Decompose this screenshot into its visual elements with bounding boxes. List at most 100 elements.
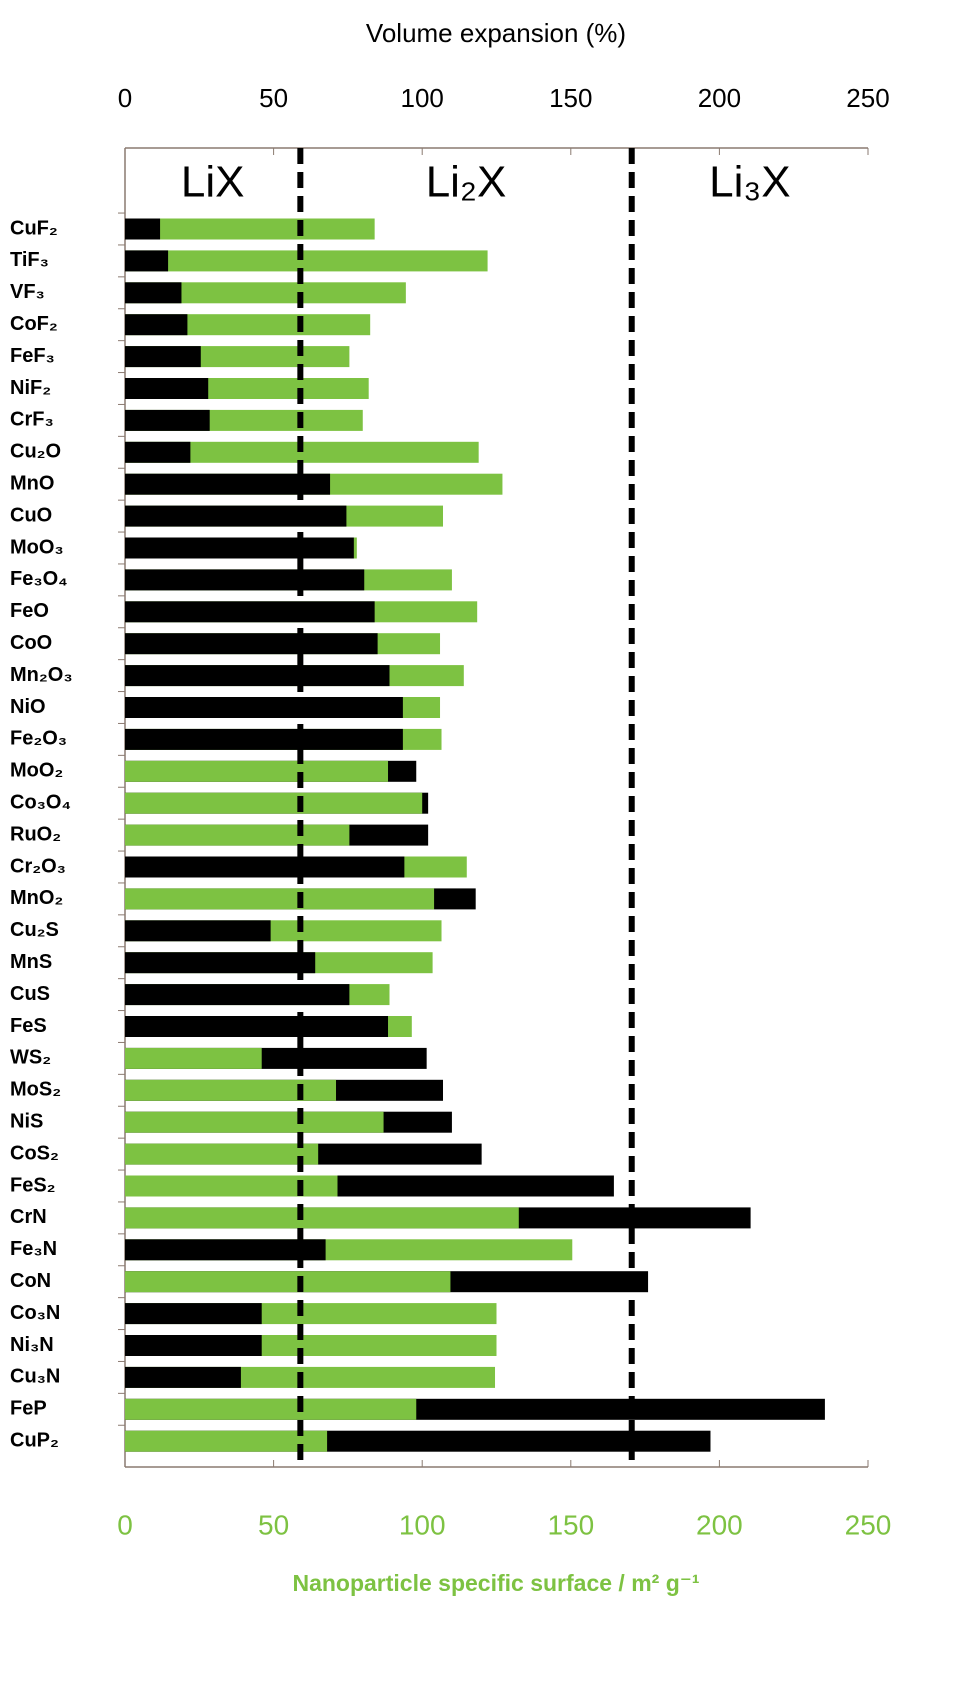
category-label: Cu₂S: [10, 919, 59, 941]
top-tick-label: 0: [118, 83, 132, 113]
bar: [125, 728, 403, 750]
bar: [125, 1398, 417, 1420]
bar: [125, 250, 169, 272]
bar: [125, 1271, 451, 1293]
category-label: CuF₂: [10, 217, 58, 239]
category-label: CoN: [10, 1270, 51, 1292]
category-label: FeO: [10, 600, 49, 622]
bar: [125, 824, 350, 846]
bar: [125, 1143, 319, 1165]
bar: [125, 1079, 337, 1101]
category-label: FeF₃: [10, 345, 55, 367]
bar: [125, 537, 354, 559]
top-tick-label: 150: [549, 83, 592, 113]
category-label: MnO₂: [10, 887, 63, 909]
bar: [125, 346, 201, 368]
category-label: MoO₃: [10, 536, 64, 558]
category-label: CuS: [10, 983, 50, 1005]
bar: [125, 1303, 262, 1325]
category-label: CoF₂: [10, 313, 58, 335]
bar: [125, 1335, 262, 1356]
bar: [125, 920, 271, 942]
bottom-tick-label: 250: [845, 1509, 892, 1540]
bar: [125, 1175, 338, 1197]
bar: [125, 218, 161, 240]
top-axis-title: Volume expansion (%): [366, 18, 626, 48]
bottom-tick-label: 150: [547, 1509, 594, 1540]
category-label: Cu₂O: [10, 441, 61, 463]
bar: [125, 250, 488, 272]
bar: [125, 601, 375, 623]
category-label: Mn₂O₃: [10, 664, 73, 686]
bottom-tick-label: 100: [399, 1509, 446, 1540]
bar: [125, 378, 209, 399]
category-label: CuP₂: [10, 1429, 59, 1451]
bottom-tick-label: 50: [258, 1509, 289, 1540]
category-label: MnS: [10, 951, 52, 973]
bar: [125, 505, 347, 527]
bar: [125, 1430, 328, 1452]
bar: [125, 1207, 519, 1229]
category-label: VF₃: [10, 281, 45, 303]
category-label: FeS₂: [10, 1174, 56, 1196]
bar: [125, 760, 389, 782]
category-label: CoS₂: [10, 1142, 59, 1164]
bar: [125, 441, 191, 463]
top-tick-label: 200: [698, 83, 741, 113]
category-label: NiO: [10, 696, 46, 718]
category-label: TiF₃: [10, 249, 49, 271]
category-label: CrN: [10, 1206, 47, 1228]
top-tick-label: 250: [846, 83, 889, 113]
category-label: Fe₃N: [10, 1238, 57, 1260]
bar: [125, 984, 350, 1006]
bar: [125, 473, 331, 495]
category-label: Fe₃O₄: [10, 568, 68, 590]
category-label: CuO: [10, 504, 52, 526]
bar: [125, 314, 188, 336]
category-label: MoO₂: [10, 760, 63, 782]
category-label: NiF₂: [10, 377, 51, 399]
category-label: Ni₃N: [10, 1334, 54, 1356]
bar: [125, 697, 403, 718]
bar: [125, 1047, 262, 1069]
bar: [125, 441, 479, 463]
bar: [125, 1111, 384, 1133]
bar: [125, 888, 435, 910]
category-label: Cr₂O₃: [10, 855, 66, 877]
bottom-tick-label: 200: [696, 1509, 743, 1540]
region-label: LiX: [181, 158, 245, 207]
bar: [125, 569, 365, 591]
bar: [125, 792, 423, 814]
region-label: Li₃X: [709, 158, 791, 207]
bar: [125, 1016, 389, 1037]
category-label: FeS: [10, 1015, 47, 1037]
bar: [125, 856, 405, 878]
category-label: NiS: [10, 1110, 43, 1132]
region-label: Li₂X: [426, 158, 507, 207]
bar: [125, 952, 316, 974]
bottom-axis-title: Nanoparticle specific surface / m² g⁻¹: [292, 1570, 699, 1596]
category-label: Fe₂O₃: [10, 728, 67, 750]
category-label: MoS₂: [10, 1079, 61, 1101]
top-tick-label: 100: [401, 83, 444, 113]
bottom-tick-label: 0: [117, 1509, 133, 1540]
category-label: RuO₂: [10, 823, 61, 845]
bar: [125, 282, 406, 304]
category-label: CrF₃: [10, 409, 54, 431]
category-label: WS₂: [10, 1047, 51, 1069]
bar: [125, 633, 378, 655]
bar: [125, 282, 182, 304]
category-label: CoO: [10, 632, 52, 654]
bar: [125, 665, 390, 687]
bar: [125, 218, 375, 240]
bar: [125, 1366, 241, 1388]
top-tick-label: 50: [259, 83, 288, 113]
bar: [125, 409, 210, 431]
category-label: Co₃N: [10, 1302, 60, 1324]
category-label: Co₃O₄: [10, 791, 71, 813]
category-label: MnO: [10, 472, 54, 494]
bar: [125, 1239, 326, 1261]
category-label: Cu₃N: [10, 1366, 60, 1388]
